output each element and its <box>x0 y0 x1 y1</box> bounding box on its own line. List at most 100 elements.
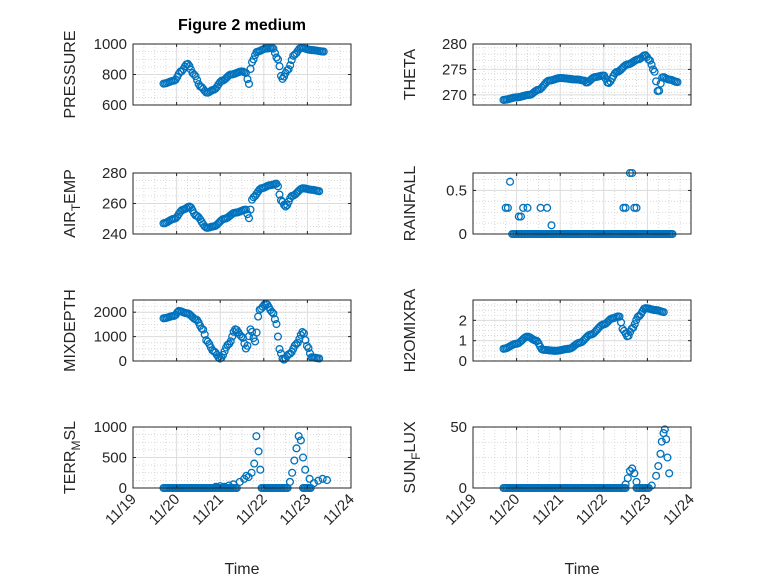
data-series <box>499 51 682 104</box>
data-point <box>249 55 258 64</box>
y-tick-label: 600 <box>102 97 127 114</box>
data-point <box>256 465 265 474</box>
y-tick-label: 270 <box>442 87 467 104</box>
data-point <box>220 482 229 491</box>
x-tick-label: 11/19 <box>442 491 480 529</box>
data-point <box>659 308 668 317</box>
y-tick-label: 0 <box>459 480 467 497</box>
axes-frame <box>472 43 692 106</box>
data-point <box>652 471 661 480</box>
y-tick-label: 0 <box>119 480 127 497</box>
data-point <box>244 214 254 223</box>
data-point <box>247 468 256 477</box>
y-axis-label: THETA <box>402 49 419 101</box>
data-point <box>286 61 295 70</box>
x-tick-label: 11/20 <box>146 491 184 529</box>
y-axis-label: MIXDEPTH <box>62 289 79 372</box>
data-point <box>292 444 301 453</box>
y-axis-label: PRESSURE <box>62 30 79 118</box>
data-point <box>243 75 252 84</box>
data-point <box>284 65 293 74</box>
y-tick-label: 240 <box>102 226 127 243</box>
data-point <box>301 336 310 345</box>
y-tick-label: 275 <box>442 61 467 78</box>
data-point <box>191 72 200 81</box>
subplot-air_temp: 240 260 280 AIRTEMP <box>62 165 352 243</box>
subplot-mixdepth: 0 1000 2000 MIXDEPTH <box>62 289 352 372</box>
data-point <box>216 482 225 491</box>
subplot-grid: 600 800 1000 PRESSURE 270 275 280 THETA 24026028… <box>62 30 698 578</box>
data-point <box>270 315 279 324</box>
data-point <box>275 345 284 354</box>
data-point <box>301 465 310 474</box>
y-axis-label: RAINFALL <box>402 166 419 242</box>
data-point <box>220 347 229 356</box>
x-tick-label: 11/20 <box>486 491 524 529</box>
y-tick-label: 0 <box>459 353 467 370</box>
data-series <box>499 304 668 355</box>
y-tick-label: 500 <box>102 450 127 467</box>
data-point <box>305 474 314 483</box>
data-point <box>319 47 328 56</box>
data-point <box>660 425 669 434</box>
data-point <box>250 459 259 468</box>
x-tick-label: 11/24 <box>660 491 698 529</box>
data-point <box>252 432 261 441</box>
data-point <box>270 48 279 57</box>
data-point <box>647 481 656 490</box>
data-point <box>665 469 674 478</box>
subplot-terr_msl: 0 500 1000 TERRMSL 11/19 11/20 11/21 11/22 11/23… <box>62 419 358 578</box>
data-point <box>322 476 332 485</box>
data-point <box>273 182 283 191</box>
data-point <box>656 449 665 458</box>
x-tick-label: 11/19 <box>102 491 140 529</box>
data-point <box>645 56 655 65</box>
data-point <box>275 190 284 199</box>
data-point <box>246 205 255 214</box>
y-tick-label: 1000 <box>94 419 127 436</box>
figure-title: Figure 2 medium <box>178 17 306 34</box>
data-point <box>623 474 632 483</box>
data-point <box>193 75 202 85</box>
data-point <box>243 341 252 350</box>
y-axis-label: SUNFLUX <box>402 421 423 494</box>
data-point <box>519 203 528 212</box>
data-point <box>503 203 512 212</box>
data-point <box>211 482 220 491</box>
data-point <box>630 320 639 329</box>
data-point <box>516 212 526 221</box>
data-point <box>302 341 312 351</box>
data-point <box>251 337 260 346</box>
data-point <box>241 205 250 214</box>
data-point <box>632 477 641 486</box>
axes-frame <box>132 299 352 362</box>
data-point <box>506 177 515 186</box>
data-point <box>228 332 237 341</box>
data-point <box>655 86 664 95</box>
x-tick-label: 11/23 <box>616 491 654 529</box>
x-tick-label: 11/22 <box>573 491 611 529</box>
data-point <box>543 203 552 212</box>
axes-frame <box>472 172 692 235</box>
x-tick-label: 11/21 <box>529 491 567 529</box>
data-point <box>218 350 228 359</box>
data-point <box>298 328 307 337</box>
data-point <box>294 432 303 441</box>
data-point <box>624 331 633 340</box>
y-tick-label: 280 <box>102 165 127 182</box>
data-point <box>309 479 318 488</box>
y-tick-label: 0 <box>459 226 467 243</box>
data-point <box>628 464 637 473</box>
data-point <box>269 44 278 53</box>
data-point <box>272 320 281 329</box>
y-tick-label: 0.5 <box>446 182 467 199</box>
data-series <box>159 179 324 232</box>
data-point <box>304 344 313 353</box>
x-tick-label: 11/23 <box>276 491 314 529</box>
subplot-theta: 270 275 280 THETA <box>402 36 692 106</box>
data-point <box>275 62 284 71</box>
y-axis-label: TERRMSL <box>62 421 83 494</box>
y-tick-label: 800 <box>102 67 127 84</box>
x-tick-label: 11/24 <box>320 491 358 529</box>
